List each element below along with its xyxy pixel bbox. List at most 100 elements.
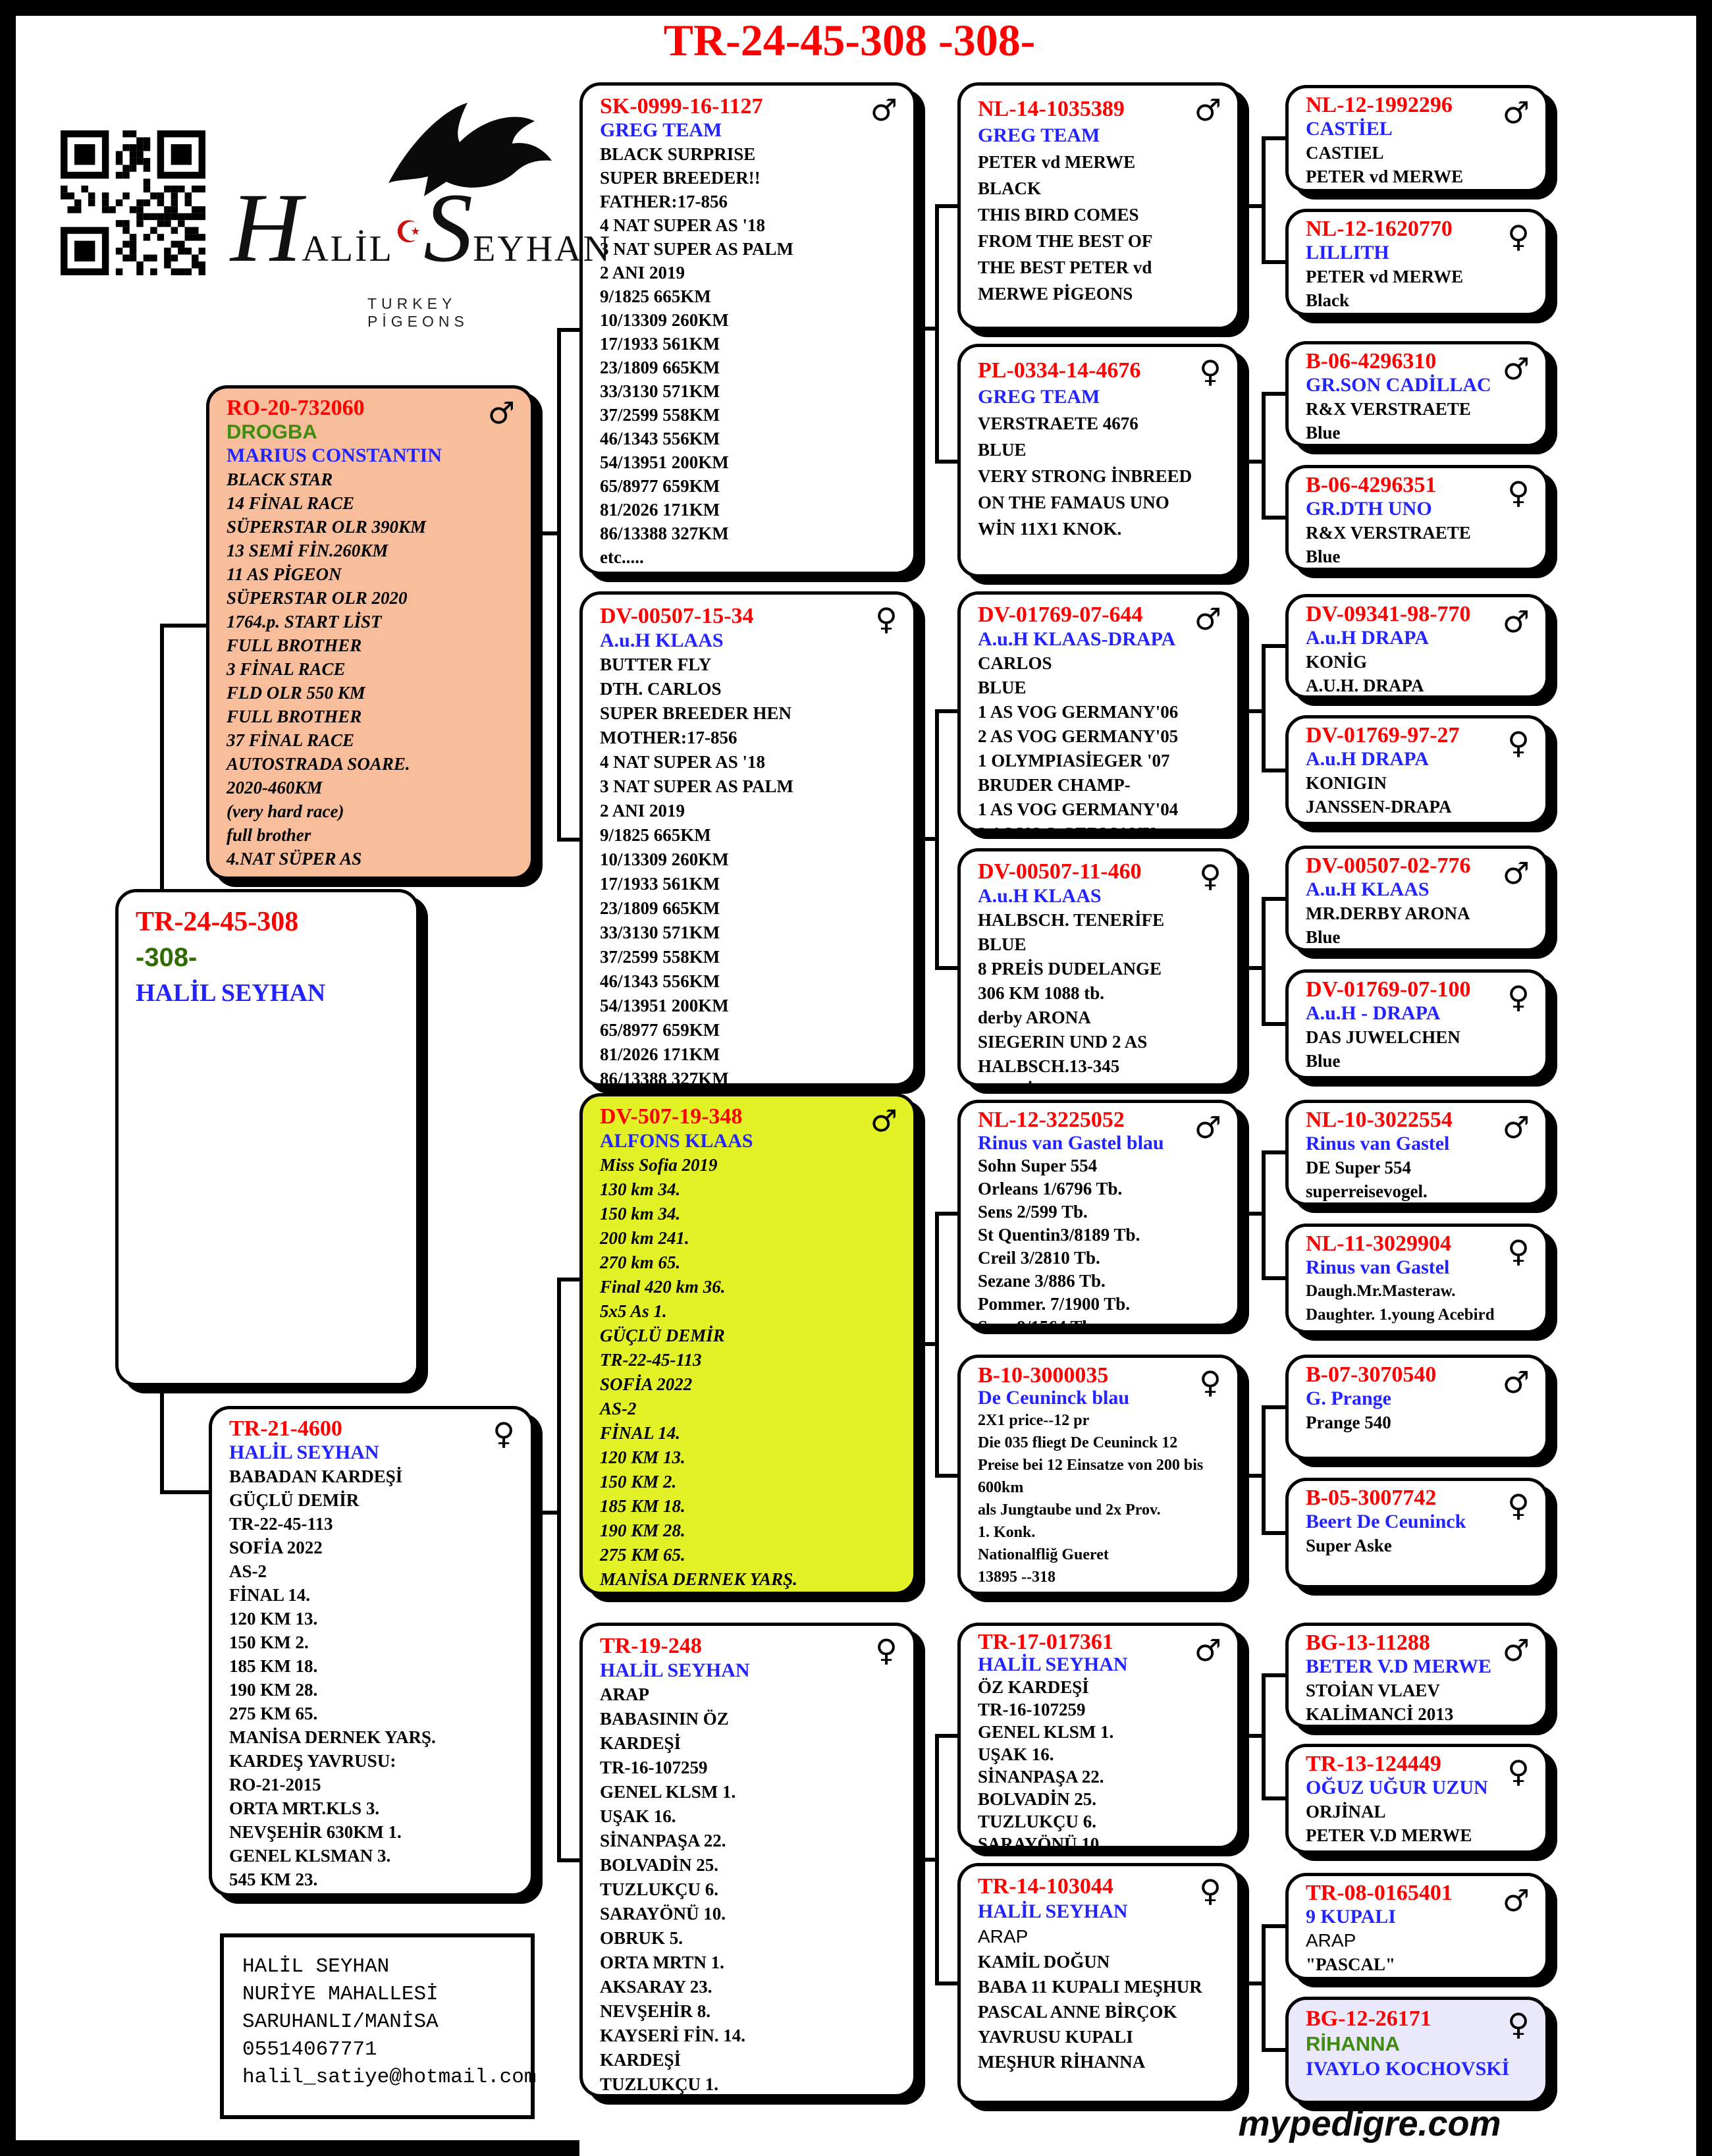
pedigree-box-tr-19-248[interactable]: ♀ TR-19-248 HALİL SEYHAN ARAP BABASININ ÖZ KA… bbox=[579, 1623, 917, 2097]
box-line: 185 KM 18. bbox=[229, 1656, 318, 1676]
box-line: 150 KM 2. bbox=[229, 1632, 309, 1652]
pedigree-box-nl-12-3225052[interactable]: ♂ NL-12-3225052 Rinus van Gastel blau Sohn … bbox=[957, 1100, 1241, 1327]
pedigree-box-dv-01769-07-100[interactable]: ♀ DV-01769-07-100 A.u.H - DRAPA DAS JUWELCH… bbox=[1285, 969, 1549, 1079]
male-sex-icon: ♂ bbox=[1502, 351, 1530, 387]
connector-line bbox=[935, 1981, 957, 1985]
male-sex-icon: ♂ bbox=[1502, 1883, 1530, 1918]
ring-number: NL-12-1620770 bbox=[1306, 217, 1453, 241]
ring-number: DV-01769-07-100 bbox=[1306, 977, 1471, 1002]
pedigree-box-tr-14-103044[interactable]: ♀ TR-14-103044 HALİL SEYHAN ARAP KAMİL DOĞUN… bbox=[957, 1863, 1241, 2104]
ring-number: B-10-3000035 bbox=[978, 1363, 1109, 1388]
pedigree-box-dv-09341-98-770[interactable]: ♂ DV-09341-98-770 A.u.H DRAPA KONİG A.U.H. D… bbox=[1285, 594, 1549, 699]
connector-line bbox=[531, 1511, 561, 1515]
box-line: BRUDER CHAMP- bbox=[978, 775, 1131, 795]
pedigree-box-dv-00507-15-34[interactable]: ♀ DV-00507-15-34 A.u.H KLAAS BUTTER FLY DTH.… bbox=[579, 591, 917, 1087]
pedigree-box-dv-00507-11-460[interactable]: ♀ DV-00507-11-460 A.u.H KLAAS HALBSCH. TENE… bbox=[957, 848, 1241, 1087]
box-line: 81/2026 171KM bbox=[600, 500, 720, 520]
pedigree-box-bg-13-11288[interactable]: ♂ BG-13-11288 BETER V.D MERWE STOİAN VLAEV K… bbox=[1285, 1623, 1549, 1728]
box-line: PETER vd MERWE bbox=[978, 152, 1136, 172]
male-sex-icon: ♂ bbox=[1502, 1364, 1530, 1400]
box-line: 46/1343 556KM bbox=[600, 429, 720, 448]
pedigree-box-nl-11-3029904[interactable]: ♀ NL-11-3029904 Rinus van Gastel Daugh.Mr.M… bbox=[1285, 1224, 1549, 1334]
pedigree-box-bg-12-26171[interactable]: ♀ BG-12-26171 RİHANNA IVAYLO KOCHOVSKİ bbox=[1285, 1997, 1549, 2104]
box-line: 37/2599 558KM bbox=[600, 947, 720, 967]
box-line: GENEL KLSM 1. bbox=[600, 1782, 736, 1802]
box-line: STOİAN VLAEV bbox=[1306, 1681, 1440, 1700]
ring-number: DV-00507-11-460 bbox=[978, 859, 1142, 884]
box-line: SÜPERSTAR OLR 390KM bbox=[227, 517, 427, 537]
ring-number: DV-01769-07-644 bbox=[978, 603, 1143, 627]
ring-number: TR-13-124449 bbox=[1306, 1752, 1441, 1776]
box-line: AKSARAY 23. bbox=[600, 1977, 712, 1997]
box-line: 4 NAT SUPER AS '18 bbox=[600, 752, 766, 772]
site-logo[interactable]: mypedigre.com bbox=[1238, 2104, 1501, 2143]
box-line: 33/3130 571KM bbox=[600, 381, 720, 401]
male-sex-icon: ♂ bbox=[1194, 601, 1221, 637]
box-line: full brother bbox=[227, 825, 311, 845]
box-line: derby ARONA bbox=[978, 1008, 1091, 1027]
pedigree-box-tr-21-4600[interactable]: ♀ TR-21-4600 HALİL SEYHAN BABADAN KARDEŞİ GÜ… bbox=[209, 1406, 534, 1897]
pedigree-box-b-06-4296351[interactable]: ♀ B-06-4296351 GR.DTH UNO R&X VERSTRAETE Blu… bbox=[1285, 465, 1549, 571]
box-line: UŞAK 16. bbox=[600, 1806, 676, 1826]
box-line: Die 035 fliegt De Ceuninck 12 bbox=[978, 1434, 1178, 1451]
box-line: Daugh.Mr.Masteraw. bbox=[1306, 1282, 1456, 1300]
box-line: Pommer. 7/1900 Tb. bbox=[978, 1294, 1131, 1314]
ring-number: TR-24-45-308 bbox=[136, 907, 299, 937]
box-lines: SK-0999-16-1127 GREG TEAM BLACK SURPRISE SU… bbox=[583, 86, 913, 569]
pedigree-box-nl-12-1992296[interactable]: ♂ NL-12-1992296 CASTİEL CASTIEL PETER vd MER… bbox=[1285, 85, 1549, 192]
bird-name: Rinus van Gastel blau bbox=[978, 1132, 1164, 1154]
ring-number: TR-21-4600 bbox=[229, 1416, 342, 1441]
box-line: Blue bbox=[1306, 423, 1341, 443]
bird-name: GREG TEAM bbox=[978, 386, 1100, 408]
contact-phone: 05514067771 bbox=[242, 2038, 377, 2061]
pedigree-box-dv-01769-97-27[interactable]: ♀ DV-01769-97-27 A.u.H DRAPA KONIGIN JANSSEN… bbox=[1285, 715, 1549, 825]
pedigree-box-tr-24-45-308[interactable]: TR-24-45-308 -308- HALİL SEYHAN bbox=[115, 889, 419, 1386]
box-line: Sohn Super 554 bbox=[978, 1156, 1098, 1175]
box-line: HALBSCH.13-345 bbox=[978, 1056, 1120, 1076]
connector-line bbox=[913, 837, 939, 841]
box-line: FROM THE BEST OF bbox=[978, 231, 1153, 251]
connector-line bbox=[1262, 2048, 1288, 2052]
pedigree-box-b-10-3000035[interactable]: ♀ B-10-3000035 De Ceuninck blau 2X1 price--… bbox=[957, 1355, 1241, 1595]
box-line: 600km bbox=[978, 1479, 1024, 1496]
pedigree-box-dv-00507-02-776[interactable]: ♂ DV-00507-02-776 A.u.H KLAAS MR.DERBY ARON… bbox=[1285, 846, 1549, 952]
bird-name: A.u.H - DRAPA bbox=[1306, 1002, 1441, 1024]
bird-name: De Ceuninck blau bbox=[978, 1387, 1130, 1409]
contact-email[interactable]: halil_satiye@hotmail.com bbox=[242, 2066, 537, 2089]
box-line: PASCAL ANNE BİRÇOK bbox=[978, 2002, 1177, 2022]
bird-name: A.u.H KLAAS-DRAPA bbox=[978, 628, 1176, 650]
box-line: KARDEŞİ bbox=[600, 2050, 682, 2070]
box-line: KAYSERİ FİN. 14. bbox=[600, 2026, 746, 2045]
pedigree-box-sk-0999-16-1127[interactable]: ♂ SK-0999-16-1127 GREG TEAM BLACK SURPRISE S… bbox=[579, 82, 917, 575]
pedigree-box-b-05-3007742[interactable]: ♀ B-05-3007742 Beert De Ceuninck Super Aske bbox=[1285, 1478, 1549, 1588]
pedigree-box-ro-20-732060[interactable]: ♂ RO-20-732060 DROGBA MARIUS CONSTANTIN BLAC… bbox=[206, 385, 534, 880]
box-lines: TR-24-45-308 -308- HALİL SEYHAN bbox=[119, 892, 416, 1011]
pedigree-box-tr-17-017361[interactable]: ♂ TR-17-017361 HALİL SEYHAN ÖZ KARDEŞİ TR-16… bbox=[957, 1623, 1241, 1849]
pedigree-box-b-07-3070540[interactable]: ♂ B-07-3070540 G. Prange Prange 540 bbox=[1285, 1355, 1549, 1460]
pedigree-box-nl-14-1035389[interactable]: ♂ NL-14-1035389 GREG TEAM PETER vd MERWE BLA… bbox=[957, 82, 1241, 330]
box-line: 185 KM 18. bbox=[600, 1496, 685, 1516]
box-line: 545 KM 23. bbox=[229, 1870, 318, 1889]
pedigree-box-dv-01769-07-644[interactable]: ♂ DV-01769-07-644 A.u.H KLAAS-DRAPA CARLOS B… bbox=[957, 591, 1241, 832]
bird-name: Rinus van Gastel bbox=[1306, 1133, 1450, 1154]
pedigree-box-b-06-4296310[interactable]: ♂ B-06-4296310 GR.SON CADİLLAC R&X VERSTRAE… bbox=[1285, 341, 1549, 447]
male-sex-icon: ♂ bbox=[487, 395, 515, 431]
box-line: THE BEST PETER vd bbox=[978, 257, 1152, 277]
crescent-star-icon: ☪ bbox=[394, 214, 423, 250]
box-lines: PL-0334-14-4676 GREG TEAM VERSTRAETE 4676 B… bbox=[961, 347, 1237, 542]
pedigree-box-tr-08-0165401[interactable]: ♂ TR-08-0165401 9 KUPALI ARAP "PASCAL" bbox=[1285, 1873, 1549, 1980]
male-sex-icon: ♂ bbox=[870, 1103, 897, 1139]
connector-line bbox=[1262, 1276, 1288, 1280]
box-line: AUTOSTRADA SOARE. bbox=[227, 754, 410, 774]
pedigree-box-dv-507-19-348[interactable]: ♂ DV-507-19-348 ALFONS KLAAS Miss Sofia 201… bbox=[579, 1093, 917, 1595]
pedigree-box-nl-12-1620770[interactable]: ♀ NL-12-1620770 LILLITH PETER vd MERWE Black bbox=[1285, 209, 1549, 316]
box-line: "PASCAL" bbox=[1306, 1954, 1395, 1974]
pedigree-box-tr-13-124449[interactable]: ♀ TR-13-124449 OĞUZ UĞUR UZUN ORJİNAL PETER … bbox=[1285, 1744, 1549, 1854]
pedigree-box-nl-10-3022554[interactable]: ♂ NL-10-3022554 Rinus van Gastel DE Super 5… bbox=[1285, 1100, 1549, 1206]
female-sex-icon: ♀ bbox=[1507, 979, 1530, 1015]
box-line: GENEL KLSMAN 3. bbox=[229, 1846, 391, 1866]
page-title: TR-24-45-308 -308- bbox=[663, 15, 1036, 65]
box-lines: B-10-3000035 De Ceuninck blau 2X1 price--1… bbox=[961, 1358, 1237, 1588]
pedigree-box-pl-0334-14-4676[interactable]: ♀ PL-0334-14-4676 GREG TEAM VERSTRAETE 4676… bbox=[957, 344, 1241, 578]
bird-name: HALİL SEYHAN bbox=[600, 1659, 750, 1681]
